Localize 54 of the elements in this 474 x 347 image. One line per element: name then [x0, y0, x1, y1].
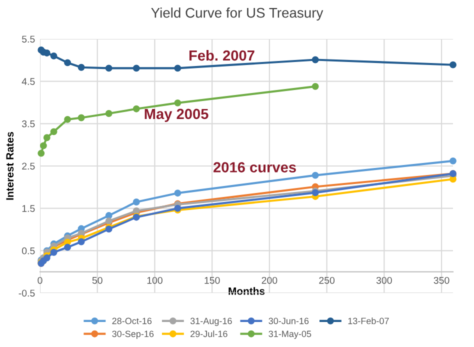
point [174, 64, 182, 72]
y-tick-label: 5.5 [22, 36, 35, 43]
chart-title: Yield Curve for US Treasury [151, 8, 324, 20]
x-tick-label: 0 [38, 276, 42, 284]
point [450, 176, 456, 183]
point [50, 128, 58, 136]
y-tick-label: 2.5 [22, 162, 35, 170]
y-tick-label: 0.5 [22, 247, 35, 254]
point [50, 248, 58, 256]
y-tick-label: 4.5 [22, 78, 35, 85]
y-tick-label: 1.5 [22, 205, 35, 212]
legend-label: 31-Aug-16 [190, 318, 232, 326]
point [105, 212, 112, 220]
point [132, 105, 140, 112]
point [40, 142, 47, 150]
x-tick-label: 150 [204, 276, 220, 284]
y-axis-title: Interest Rates [6, 132, 14, 200]
point [450, 61, 456, 68]
x-tick-label: 250 [319, 276, 335, 284]
x-tick-label: 50 [92, 276, 102, 284]
x-tick-label: 100 [147, 276, 162, 284]
legend-label: 31-May-05 [268, 330, 312, 339]
point [174, 190, 182, 197]
x-tick-label: 200 [262, 276, 278, 284]
legend-label: 13-Feb-07 [348, 318, 389, 324]
x-tick-label: 300 [376, 276, 392, 284]
x-tick-label: 350 [434, 276, 450, 284]
legend-label: 28-Oct-16 [112, 318, 152, 324]
point [43, 134, 50, 142]
annotation: Feb. 2007 [189, 50, 254, 61]
point [105, 64, 112, 72]
point [312, 172, 319, 179]
annotation: 2016 curves [214, 162, 296, 172]
legend-label: 30-Sep-16 [112, 330, 154, 339]
point [105, 110, 112, 117]
y-tick-label: 3.5 [22, 120, 35, 128]
legend-label: 30-Jun-16 [268, 318, 309, 324]
point [78, 64, 85, 71]
point [78, 114, 85, 122]
point [50, 52, 58, 60]
point [174, 99, 182, 106]
point [132, 64, 140, 72]
point [64, 244, 72, 251]
point [312, 82, 319, 90]
legend-label: 29-Jul-16 [190, 330, 228, 338]
point [38, 150, 45, 157]
point [64, 59, 72, 66]
point [312, 56, 319, 64]
annotation: May 2005 [144, 108, 208, 122]
y-tick-label: -0.5 [18, 290, 35, 297]
point [450, 157, 456, 164]
point [132, 198, 140, 206]
point [78, 238, 85, 246]
point [64, 116, 72, 123]
